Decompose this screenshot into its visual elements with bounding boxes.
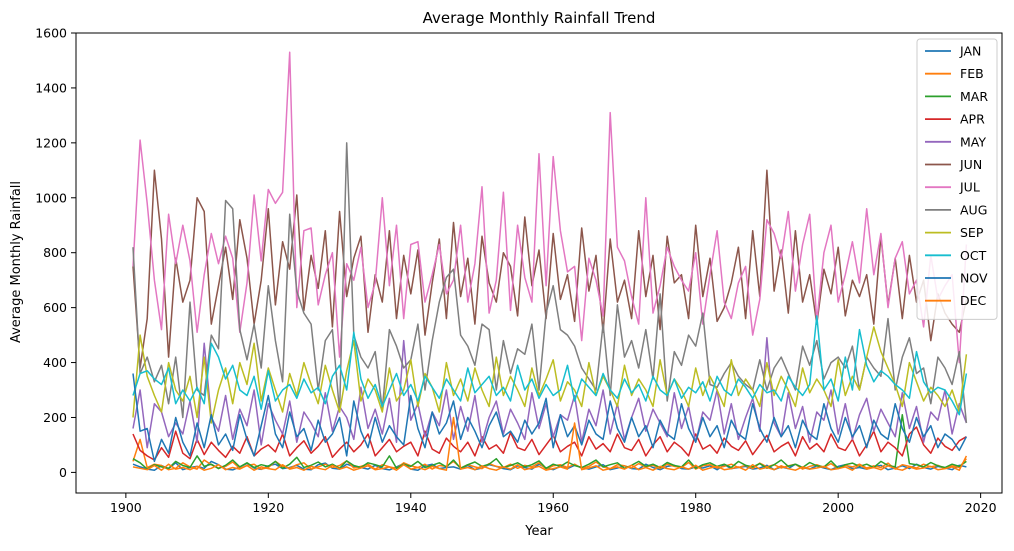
x-axis: 1900 1920 1940 1960 1980 2000 2020 — [110, 493, 997, 515]
legend: JAN FEB MAR APR MAY JUN JUL AUG SEP OCT NOV DEC — [916, 38, 998, 320]
x-tick-label: 2020 — [965, 500, 997, 515]
legend-label-nov: NOV — [960, 271, 988, 286]
plot-area — [132, 51, 968, 471]
x-tick-label: 2000 — [822, 500, 854, 515]
x-tick-label: 1900 — [110, 500, 142, 515]
series-line-sep — [132, 326, 968, 424]
y-axis-label: Average Monthly Rainfall — [9, 181, 24, 343]
axes-frame — [75, 32, 1003, 494]
series-line-nov — [132, 373, 968, 463]
legend-label-jul: JUL — [959, 180, 980, 195]
y-tick-label: 1600 — [35, 26, 67, 41]
legend-box — [916, 38, 998, 320]
y-tick-label: 0 — [59, 465, 67, 480]
x-tick-label: 1960 — [537, 500, 569, 515]
x-tick-label: 1940 — [395, 500, 427, 515]
series-line-jun — [132, 169, 968, 369]
series-line-aug — [132, 142, 968, 424]
legend-label-apr: APR — [960, 112, 985, 127]
y-tick-label: 1000 — [35, 190, 67, 205]
legend-label-feb: FEB — [960, 66, 984, 81]
x-tick-label: 1980 — [680, 500, 712, 515]
y-tick-label: 1200 — [35, 135, 67, 150]
y-tick-label: 400 — [43, 355, 67, 370]
series-line-dec — [132, 416, 968, 471]
x-axis-label: Year — [524, 524, 553, 539]
y-tick-label: 600 — [43, 300, 67, 315]
series-line-oct — [132, 315, 968, 416]
y-tick-label: 1400 — [35, 80, 67, 95]
legend-label-oct: OCT — [960, 248, 987, 263]
legend-label-dec: DEC — [960, 293, 987, 308]
legend-label-aug: AUG — [960, 202, 987, 217]
series-line-apr — [132, 426, 967, 461]
series-line-jul — [132, 51, 968, 364]
y-tick-label: 200 — [43, 410, 67, 425]
legend-label-sep: SEP — [960, 225, 984, 240]
y-tick-label: 800 — [43, 245, 67, 260]
series-line-mar — [132, 413, 967, 470]
legend-label-jan: JAN — [959, 44, 981, 59]
legend-label-jun: JUN — [959, 157, 982, 172]
legend-label-may: MAY — [960, 134, 986, 149]
x-tick-label: 1920 — [252, 500, 284, 515]
chart-title: Average Monthly Rainfall Trend — [423, 9, 656, 27]
y-axis: 0 200 400 600 800 1000 1200 1400 1600 — [35, 26, 76, 480]
legend-label-mar: MAR — [960, 89, 988, 104]
